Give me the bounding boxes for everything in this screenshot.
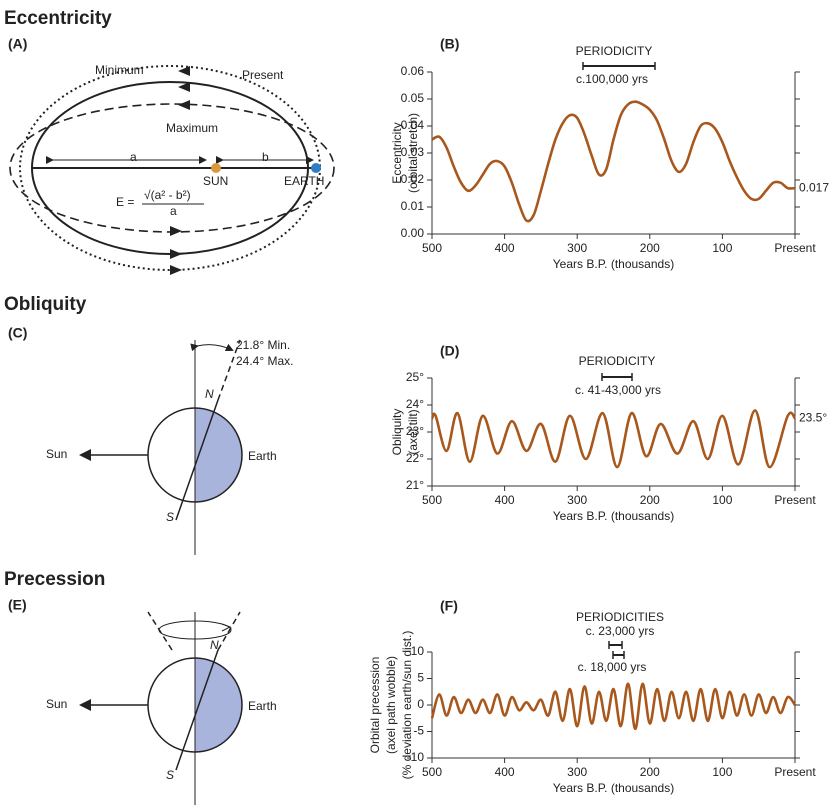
end-label: 0.017 (799, 180, 829, 194)
x-tick-label: Present (774, 241, 816, 255)
x-tick-label: 400 (495, 241, 515, 255)
y-tick-label: 24° (406, 397, 424, 411)
y-tick-label: 0.00 (401, 226, 425, 240)
x-axis-title: Years B.P. (thousands) (553, 257, 674, 271)
annotation: PERIODICITIES (576, 610, 664, 624)
annotation: c.100,000 yrs (576, 72, 648, 86)
panel-label: (B) (440, 36, 459, 52)
x-tick-label: 400 (495, 765, 515, 779)
formula: √(a² - b²) (144, 188, 191, 202)
section-title: Eccentricity (4, 8, 112, 29)
panel-label: (C) (8, 325, 27, 341)
y-axis-title: (axel path wobble) (384, 656, 398, 754)
x-tick-label: 500 (422, 493, 442, 507)
x-tick-label: 200 (640, 765, 660, 779)
y-axis-title: (% deviation earth/sun dist.) (400, 631, 414, 780)
y-tick-label: -5 (413, 724, 424, 738)
y-tick-label: 0 (417, 697, 424, 711)
precession-diagram: N S Sun Earth (46, 611, 277, 805)
label: SUN (203, 174, 228, 188)
y-axis-title: Orbital precession (368, 657, 382, 754)
y-tick-label: 0.01 (401, 199, 425, 213)
annotation: c. 23,000 yrs (586, 624, 655, 638)
label: Maximum (166, 121, 218, 135)
panel-label: (E) (8, 597, 27, 613)
annotation: PERIODICITY (576, 44, 653, 58)
section-title: Obliquity (4, 294, 87, 315)
label: Sun (46, 447, 67, 461)
label: Present (242, 68, 284, 82)
y-tick-label: 21° (406, 478, 424, 492)
line (430, 409, 796, 469)
line (430, 682, 797, 731)
y-tick-label: 0.04 (401, 118, 425, 132)
x-tick-label: 100 (712, 241, 732, 255)
x-axis-title: Years B.P. (thousands) (553, 509, 674, 523)
x-tick-label: 300 (567, 493, 587, 507)
y-tick-label: 5 (417, 671, 424, 685)
label: S (166, 768, 174, 782)
annotation: c. 18,000 yrs (578, 660, 647, 674)
label: N (210, 638, 219, 652)
x-tick-label: 500 (422, 241, 442, 255)
y-tick-label: 23° (406, 424, 424, 438)
y-tick-label: -10 (407, 750, 425, 764)
label: S (166, 510, 174, 524)
section-title: Precession (4, 569, 105, 590)
y-tick-label: 25° (406, 370, 424, 384)
x-tick-label: 300 (567, 765, 587, 779)
x-tick-label: 100 (712, 493, 732, 507)
x-tick-label: 300 (567, 241, 587, 255)
end-label: 23.5° (799, 411, 827, 425)
panel-label: (F) (440, 598, 458, 614)
x-axis-title: Years B.P. (thousands) (553, 781, 674, 795)
x-tick-label: 400 (495, 493, 515, 507)
y-tick-label: 0.02 (401, 172, 425, 186)
panel-label: (A) (8, 36, 27, 52)
label: Earth (248, 449, 277, 463)
x-tick-label: 200 (640, 241, 660, 255)
y-axis-title: Obliquity (390, 409, 404, 456)
label: 24.4° Max. (236, 354, 294, 368)
y-axis-title: (orbital stretch) (406, 113, 420, 193)
obliquity-diagram: 21.8° Min. 24.4° Max. N S Sun Earth (46, 338, 294, 555)
label: N (205, 387, 214, 401)
y-tick-label: 0.03 (401, 145, 425, 159)
panel-label: (D) (440, 343, 459, 359)
x-tick-label: 200 (640, 493, 660, 507)
label: Sun (46, 697, 67, 711)
label: EARTH (284, 174, 324, 188)
y-tick-label: 0.06 (401, 64, 425, 78)
y-axis-title: (axel tilt) (406, 409, 420, 454)
formula: a (170, 204, 177, 218)
label: 21.8° Min. (236, 338, 290, 352)
y-tick-label: 0.05 (401, 91, 425, 105)
label: b (262, 150, 269, 164)
eccentricity-diagram: Minimum Present Maximum a b SUN EARTH E … (9, 63, 335, 275)
x-tick-label: 500 (422, 765, 442, 779)
formula: E = (116, 195, 134, 209)
label: a (130, 150, 137, 164)
label: Earth (248, 699, 277, 713)
y-tick-label: 10 (411, 644, 425, 658)
x-tick-label: Present (774, 493, 816, 507)
line (431, 100, 796, 223)
x-tick-label: Present (774, 765, 816, 779)
annotation: PERIODICITY (579, 354, 656, 368)
label: Minimum (95, 63, 144, 77)
y-tick-label: 22° (406, 451, 424, 465)
x-tick-label: 100 (712, 765, 732, 779)
y-axis-title: Eccentricity (390, 122, 404, 183)
annotation: c. 41-43,000 yrs (575, 383, 661, 397)
